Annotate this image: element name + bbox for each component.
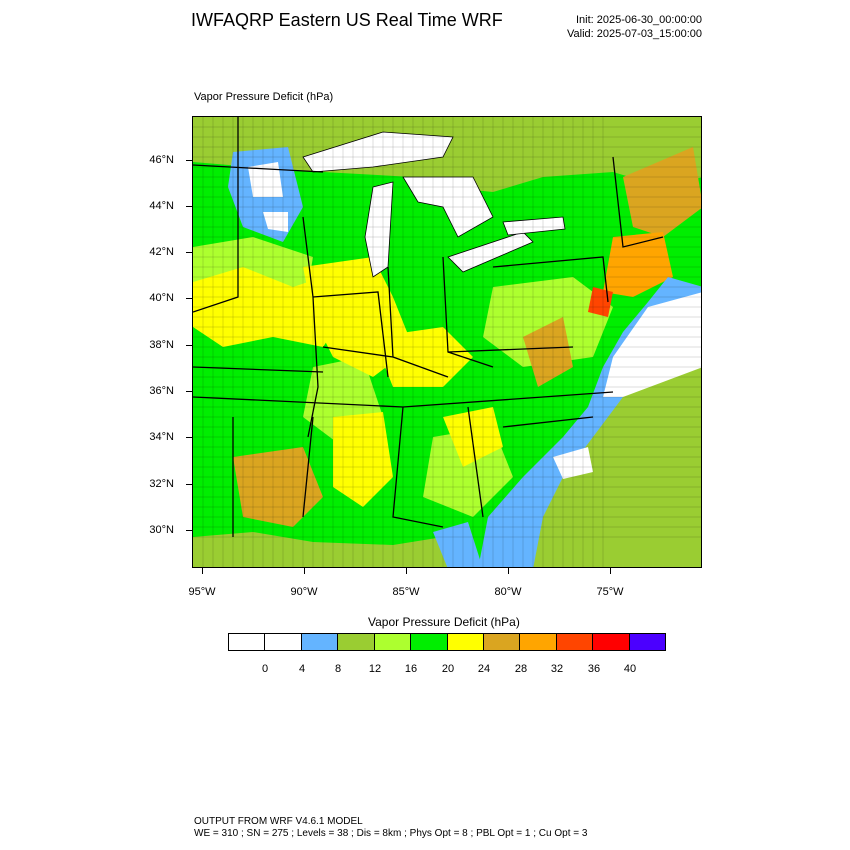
colorbar — [228, 633, 666, 651]
lon-tick — [202, 568, 203, 574]
footer-config-line: WE = 310 ; SN = 275 ; Levels = 38 ; Dis … — [194, 828, 588, 839]
lon-label: 75°W — [596, 586, 624, 598]
lon-tick — [508, 568, 509, 574]
lat-label: 42°N — [149, 246, 174, 258]
colorbar-cell — [520, 634, 557, 650]
lake-michigan — [364, 181, 394, 278]
yellowgreen-patch — [483, 277, 613, 367]
lat-tick — [186, 530, 192, 531]
lon-label: 85°W — [392, 586, 420, 598]
colorbar-label: 12 — [368, 663, 382, 675]
lat-tick — [186, 437, 192, 438]
gulf-of-mexico — [193, 532, 472, 567]
lat-tick — [186, 160, 192, 161]
canada-region — [193, 117, 701, 192]
colorbar-label: 20 — [441, 663, 455, 675]
lon-tick — [304, 568, 305, 574]
lat-label: 38°N — [149, 339, 174, 351]
colorbar-label: 36 — [587, 663, 601, 675]
lat-tick — [186, 345, 192, 346]
colorbar-label: 32 — [550, 663, 564, 675]
gulf-blue-region — [433, 522, 483, 567]
lat-tick — [186, 252, 192, 253]
lat-label: 34°N — [149, 431, 174, 443]
valid-time: Valid: 2025-07-03_15:00:00 — [567, 28, 702, 40]
gold-region-newengland — [623, 147, 701, 237]
colorbar-cell — [374, 634, 412, 650]
lat-tick — [186, 206, 192, 207]
colorbar-label: 4 — [298, 663, 306, 675]
colorbar-cell — [411, 634, 448, 650]
footer-model-line: OUTPUT FROM WRF V4.6.1 MODEL — [194, 816, 363, 827]
lat-label: 32°N — [149, 478, 174, 490]
lat-label: 46°N — [149, 154, 174, 166]
olive-region-atlantic — [533, 367, 701, 567]
colorbar-label: 16 — [404, 663, 418, 675]
orange-region-northeast — [603, 232, 673, 297]
colorbar-cell — [447, 634, 484, 650]
map-canvas — [193, 117, 701, 567]
white-region-atlantic — [603, 292, 701, 397]
colorbar-cell — [301, 634, 339, 650]
colorbar-label: 24 — [477, 663, 491, 675]
lat-label: 36°N — [149, 385, 174, 397]
white-region-minnesota — [248, 162, 283, 197]
field-label: Vapor Pressure Deficit (hPa) — [194, 91, 334, 103]
lat-tick — [186, 484, 192, 485]
lat-label: 40°N — [149, 292, 174, 304]
lat-label: 44°N — [149, 200, 174, 212]
lat-label: 30°N — [149, 524, 174, 536]
colorbar-cell — [229, 634, 266, 650]
init-time: Init: 2025-06-30_00:00:00 — [576, 14, 702, 26]
colorbar-cell — [629, 634, 666, 650]
lon-label: 80°W — [494, 586, 522, 598]
lat-tick — [186, 298, 192, 299]
colorbar-cell — [556, 634, 594, 650]
lon-label: 95°W — [188, 586, 216, 598]
lon-tick — [610, 568, 611, 574]
county-grid — [193, 117, 701, 567]
vpd-map — [192, 116, 702, 568]
colorbar-title: Vapor Pressure Deficit (hPa) — [368, 615, 520, 629]
colorbar-label: 0 — [261, 663, 269, 675]
lon-label: 90°W — [290, 586, 318, 598]
colorbar-cell — [593, 634, 630, 650]
map-title: IWFAQRP Eastern US Real Time WRF — [191, 10, 503, 30]
colorbar-cell — [338, 634, 375, 650]
gold-region-virginia — [523, 317, 573, 387]
colorbar-label: 40 — [623, 663, 637, 675]
colorbar-label: 8 — [334, 663, 342, 675]
lon-tick — [406, 568, 407, 574]
colorbar-label: 28 — [514, 663, 528, 675]
colorbar-cell — [483, 634, 521, 650]
colorbar-cell — [265, 634, 302, 650]
lat-tick — [186, 391, 192, 392]
